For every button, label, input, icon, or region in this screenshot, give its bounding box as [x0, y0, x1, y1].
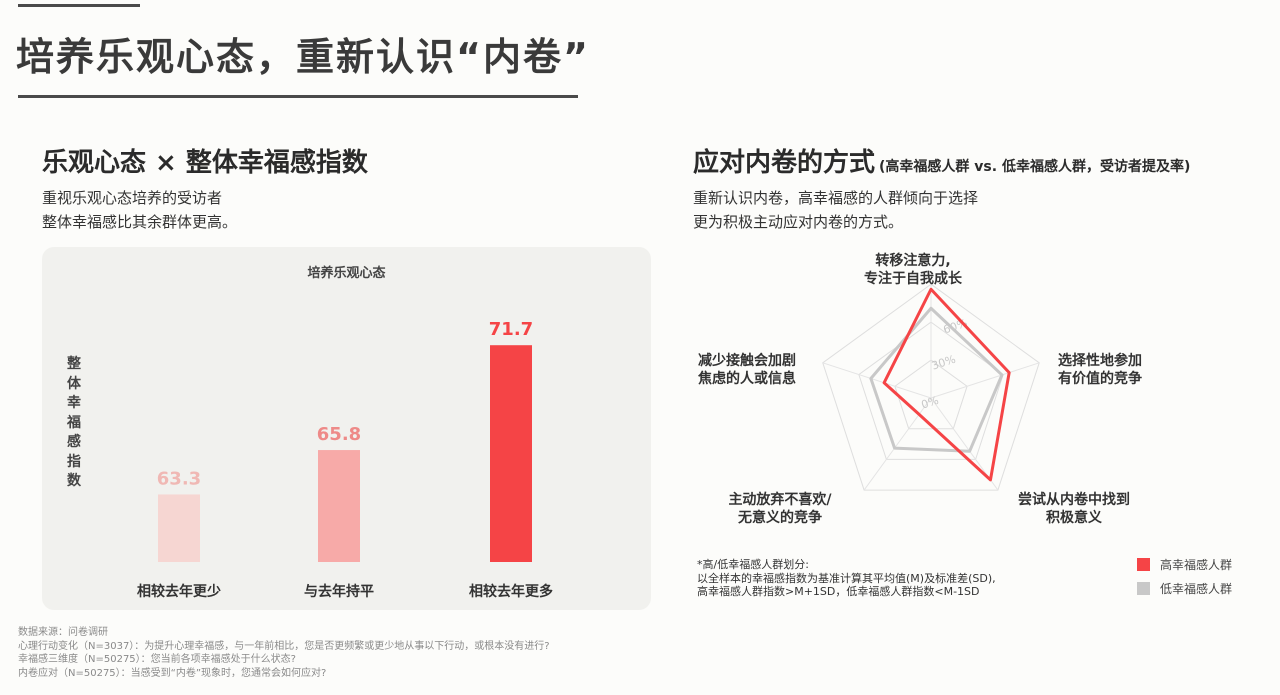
radar-ring-1 — [894, 359, 968, 430]
footnote-line-4: 内卷应对（N=50275）：当感受到“内卷”现象时，您通常会如何应对? — [18, 667, 327, 679]
bar-value-label-1: 65.8 — [317, 424, 361, 445]
left-section-desc: 重视乐观心态培养的受访者 整体幸福感比其余群体更高。 — [42, 186, 237, 234]
page-title: 培养乐观心态，重新认识“内卷” — [16, 35, 590, 79]
radar-ring-3 — [822, 283, 1040, 491]
legend-label-low: 低幸福感人群 — [1160, 582, 1233, 596]
right-section-title: 应对内卷的方式 (高幸福感人群 vs. 低幸福感人群，受访者提及率) — [693, 142, 1190, 179]
left-desc-line-1: 重视乐观心态培养的受访者 — [42, 189, 223, 207]
legend-swatch-low — [1137, 582, 1150, 595]
radar-axis-label-2-line-1: 尝试从内卷中找到 — [1018, 492, 1130, 508]
bar-value-label-0: 63.3 — [157, 468, 201, 489]
legend-label-high: 高幸福感人群 — [1160, 558, 1233, 572]
right-title-note: (高幸福感人群 vs. 低幸福感人群，受访者提及率) — [879, 159, 1191, 175]
legend-swatch-high — [1137, 558, 1150, 571]
top-accent-line — [18, 4, 140, 7]
radar-axis-label-3-line-2: 无意义的竞争 — [738, 510, 822, 526]
radar-axis-label-2: 尝试从内卷中找到 积极意义 — [1006, 491, 1142, 527]
radar-axis-label-1: 选择性地参加 有价值的竞争 — [1058, 352, 1142, 388]
radar-axis-label-1-line-1: 选择性地参加 — [1058, 353, 1142, 369]
radar-spoke-4 — [822, 362, 932, 399]
grouping-note-line-3: 高幸福感人群指数>M+1SD，低幸福感人群指数<M-1SD — [697, 585, 980, 598]
bar-value-label-2: 71.7 — [489, 319, 533, 340]
bar-0 — [158, 494, 200, 562]
bar-chart-title: 培养乐观心态 — [307, 266, 386, 281]
bar-category-label-2: 相较去年更多 — [469, 583, 553, 600]
bar-1 — [318, 450, 360, 562]
radar-axis-label-2-line-2: 积极意义 — [1046, 510, 1102, 526]
radar-axis-label-4-line-2: 焦虑的人或信息 — [698, 371, 796, 387]
bar-chart-ylabel: 整体幸福感指数 — [67, 356, 81, 489]
radar-spoke-1 — [930, 362, 1040, 399]
right-section-desc: 重新认识内卷，高幸福感的人群倾向于选择 更为积极主动应对内卷的方式。 — [693, 186, 978, 234]
radar-axis-label-0-line-1: 转移注意力, — [875, 253, 951, 269]
right-desc-line-1: 重新认识内卷，高幸福感的人群倾向于选择 — [693, 189, 979, 207]
radar-spoke-3 — [863, 397, 932, 491]
radar-axis-label-4-line-1: 减少接触会加剧 — [698, 353, 796, 369]
left-desc-line-2: 整体幸福感比其余群体更高。 — [42, 213, 238, 231]
radar-axis-label-4: 减少接触会加剧 焦虑的人或信息 — [698, 352, 796, 388]
radar-ring-label-0: 0% — [920, 394, 941, 412]
bar-chart: 63.3 相较去年更少 65.8 与去年持平 71.7 相较去年更多 — [137, 319, 553, 600]
legend-item-low: 低幸福感人群 — [1137, 580, 1232, 597]
radar-series-1 — [869, 306, 1004, 453]
bar-chart-panel: 培养乐观心态 整体幸福感指数 63.3 相较去年更少 65.8 与去年持平 71.7 相较… — [42, 247, 651, 610]
footnote-line-3: 幸福感三维度（N=50275）：您当前各项幸福感处于什么状态? — [18, 654, 296, 665]
bar-category-label-1: 与去年持平 — [304, 583, 374, 600]
right-desc-line-2: 更为积极主动应对内卷的方式。 — [693, 213, 904, 231]
right-title-main: 应对内卷的方式 — [693, 148, 876, 178]
radar-series-0 — [882, 287, 1011, 482]
grouping-note-line-2: 以全样本的幸福感指数为基准计算其平均值(M)及标准差(SD), — [697, 571, 996, 585]
left-section-title: 乐观心态 × 整体幸福感指数 — [42, 148, 368, 178]
radar-axis-label-1-line-2: 有价值的竞争 — [1058, 371, 1142, 387]
radar-axis-label-3-line-1: 主动放弃不喜欢/ — [728, 492, 832, 508]
bar-2 — [490, 345, 532, 562]
radar-axis-label-0-line-2: 专注于自我成长 — [864, 271, 962, 287]
footnote-line-1: 数据来源：问卷调研 — [18, 627, 108, 638]
radar-axis-label-0: 转移注意力, 专注于自我成长 — [833, 252, 993, 288]
footnote: 数据来源：问卷调研 心理行动变化（N=3037）：为提升心理幸福感，与一年前相比… — [18, 626, 550, 680]
footnote-line-2: 心理行动变化（N=3037）：为提升心理幸福感，与一年前相比，您是否更频繁或更少… — [18, 640, 550, 652]
title-divider — [18, 95, 578, 98]
legend-item-high: 高幸福感人群 — [1137, 556, 1232, 573]
grouping-note-line-1: *高/低幸福感人群划分: — [697, 558, 809, 571]
bar-category-label-0: 相较去年更少 — [137, 583, 221, 600]
grouping-note: *高/低幸福感人群划分: 以全样本的幸福感指数为基准计算其平均值(M)及标准差(… — [697, 558, 996, 599]
radar-axis-label-3: 主动放弃不喜欢/ 无意义的竞争 — [712, 491, 848, 527]
